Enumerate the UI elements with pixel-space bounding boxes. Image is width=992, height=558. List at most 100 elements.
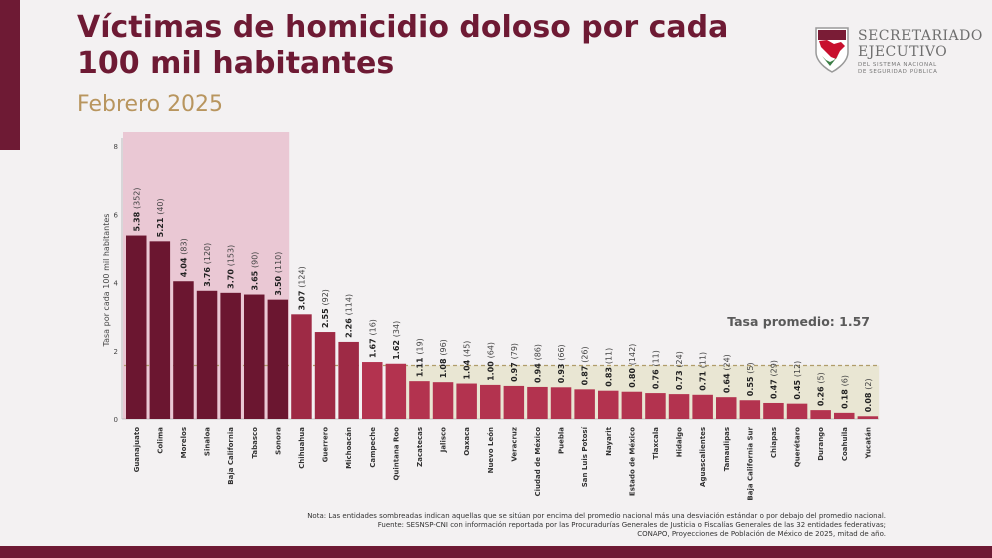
x-tick-label: Chihuahua (298, 427, 306, 469)
x-tick-label: Zacatecas (416, 427, 424, 467)
x-tick-label: Tamaulipas (723, 427, 731, 471)
y-tick-label: 2 (114, 348, 118, 356)
bar (621, 391, 643, 419)
bar (645, 393, 666, 419)
x-tick-label: Querétaro (794, 427, 802, 467)
x-tick-label: Yucatán (864, 427, 872, 459)
bar (291, 314, 312, 419)
y-axis-label: Tasa por cada 100 mil habitantes (102, 214, 111, 348)
bar (834, 412, 855, 419)
bar (668, 394, 690, 419)
bar-value-label: 0.18 (6) (840, 375, 849, 409)
x-tick-label: Durango (817, 427, 825, 461)
bar (409, 381, 430, 419)
x-tick-label: Campeche (369, 427, 377, 468)
shield-mexico-map-icon (815, 27, 849, 73)
page-title: Víctimas de homicidio doloso por cada 10… (77, 10, 729, 81)
x-tick-label: Hidalgo (676, 427, 684, 457)
footnote-line-2: Fuente: SESNSP-CNI con información repor… (377, 521, 886, 529)
logo: SECRETARIADO EJECUTIVO DEL SISTEMA NACIO… (814, 26, 989, 76)
bar-value-label: 0.80 (142) (628, 344, 637, 388)
bar-value-label: 0.55 (5) (746, 362, 755, 396)
bar-value-label: 5.21 (40) (156, 198, 165, 237)
bar (857, 416, 879, 419)
bar (244, 294, 265, 419)
x-tick-label: Baja California Sur (746, 426, 754, 500)
x-tick-label: San Luis Potosí (581, 426, 589, 487)
bar (480, 384, 501, 419)
bar-value-label: 0.76 (11) (651, 350, 660, 389)
bar-value-label: 4.04 (83) (179, 238, 188, 277)
y-tick-label: 0 (114, 416, 118, 424)
bar-value-label: 3.70 (153) (227, 245, 236, 289)
x-tick-label: Aguascalientes (699, 427, 707, 487)
bar-value-label: 3.50 (110) (274, 252, 283, 296)
bar-value-label: 3.76 (120) (203, 243, 212, 287)
bar-value-label: 1.67 (16) (368, 319, 377, 358)
bar (456, 383, 477, 419)
bar (716, 397, 737, 419)
bar-value-label: 0.71 (11) (699, 352, 708, 391)
bar-chart: Tasa promedio: 1.57 0 2 4 6 8 Tasa por cada 10… (102, 132, 880, 501)
bar (739, 400, 761, 419)
bar (574, 389, 595, 419)
bar (385, 363, 407, 419)
bar-value-label: 0.64 (24) (722, 354, 731, 393)
bar (126, 235, 147, 419)
bar (527, 386, 548, 419)
bar (810, 410, 831, 419)
footnote-line-3: CONAPO, Proyecciones de Población de Méx… (637, 530, 886, 538)
x-tick-label: Colima (156, 427, 164, 454)
x-tick-label: Coahuila (841, 427, 849, 461)
bar (338, 341, 359, 419)
bar-value-label: 0.87 (26) (581, 346, 590, 385)
bar (267, 299, 289, 419)
average-label: Tasa promedio: 1.57 (727, 314, 870, 329)
footnote: Nota: Las entidades sombreadas indican a… (266, 512, 886, 539)
bar-value-label: 0.47 (29) (769, 360, 778, 399)
x-tick-label: Tabasco (251, 427, 259, 459)
bar (314, 332, 336, 419)
bar-value-label: 5.38 (352) (132, 187, 141, 231)
x-tick-label: Guanajuato (133, 427, 141, 473)
x-tick-label: Chiapas (770, 427, 778, 458)
logo-line-3: DEL SISTEMA NACIONAL (858, 62, 937, 68)
bar (220, 292, 241, 419)
bar-value-label: 1.11 (19) (415, 338, 424, 377)
x-tick-label: Nuevo León (487, 427, 495, 473)
logo-line-4: DE SEGURIDAD PÚBLICA (858, 69, 938, 75)
y-tick-label: 8 (114, 143, 118, 151)
x-tick-label: Oaxaca (463, 427, 471, 456)
bottom-accent-bar (0, 546, 992, 558)
bar-value-label: 2.26 (114) (345, 294, 354, 338)
x-tick-label: Puebla (558, 427, 566, 454)
y-tick-label: 4 (114, 280, 119, 288)
bar (550, 387, 572, 419)
x-tick-label: Veracruz (510, 427, 518, 462)
y-tick-label: 6 (114, 211, 119, 219)
bar-value-label: 1.62 (34) (392, 321, 401, 360)
bar-value-label: 1.08 (96) (439, 339, 448, 378)
bar-value-label: 0.73 (24) (675, 351, 684, 390)
x-tick-label: Morelos (180, 427, 188, 458)
bar-value-label: 0.97 (79) (510, 343, 519, 382)
bar (763, 402, 784, 419)
bar (598, 390, 619, 419)
bar (149, 241, 171, 419)
bar-value-label: 1.04 (45) (463, 341, 472, 380)
footnote-line-1: Nota: Las entidades sombreadas indican a… (307, 512, 886, 520)
bar-value-label: 0.83 (11) (604, 348, 613, 387)
bar-value-label: 3.07 (124) (297, 266, 306, 310)
bar (503, 385, 525, 419)
bar (786, 403, 808, 419)
bar (196, 290, 218, 419)
bar (362, 362, 383, 419)
x-tick-label: Michoacán (345, 427, 353, 469)
bar (173, 281, 194, 419)
bar-value-label: 0.45 (12) (793, 361, 802, 400)
x-tick-label: Ciudad de México (534, 427, 542, 497)
side-accent-bar (0, 0, 20, 150)
bar-value-label: 0.08 (2) (864, 378, 873, 412)
x-tick-label: Sonora (274, 427, 282, 455)
logo-line-2: EJECUTIVO (858, 44, 948, 60)
